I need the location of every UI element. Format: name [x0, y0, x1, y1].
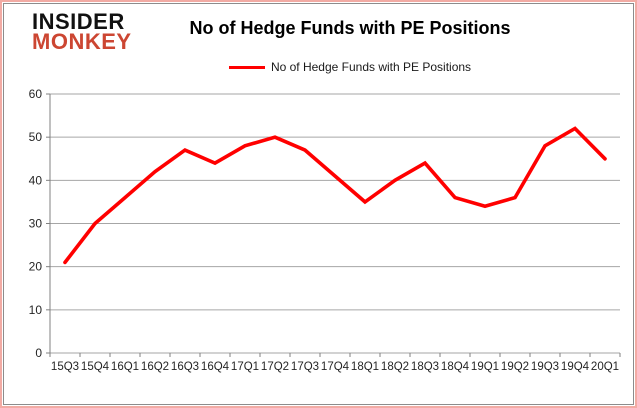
x-axis-tick-label: 15Q3 — [51, 361, 79, 373]
logo-insider-text: INSIDER — [32, 9, 125, 34]
x-axis-tick-label: 16Q3 — [171, 361, 199, 373]
x-axis-tick-label: 17Q2 — [261, 361, 289, 373]
y-axis-tick-label: 60 — [29, 87, 43, 101]
x-axis-tick-label: 18Q4 — [441, 361, 470, 373]
x-axis-tick-label: 15Q4 — [81, 361, 110, 373]
legend-label: No of Hedge Funds with PE Positions — [270, 60, 472, 74]
y-axis-tick-label: 0 — [35, 346, 42, 360]
logo-monkey-text: MONKEY — [32, 29, 132, 55]
x-axis-tick-label: 17Q4 — [321, 361, 350, 373]
x-axis-tick-label: 17Q3 — [291, 361, 319, 373]
x-axis-tick-label: 19Q3 — [531, 361, 559, 373]
legend: No of Hedge Funds with PE Positions — [59, 60, 633, 74]
x-axis-tick-label: 19Q1 — [471, 361, 499, 373]
x-axis-tick-label: 20Q1 — [591, 361, 619, 373]
y-axis-tick-label: 10 — [29, 303, 43, 317]
x-axis-tick-label: 18Q3 — [411, 361, 439, 373]
x-axis-tick-label: 19Q2 — [501, 361, 529, 373]
legend-line-swatch — [228, 65, 265, 69]
x-axis-tick-label: 19Q4 — [561, 361, 590, 373]
chart-title: No of Hedge Funds with PE Positions — [189, 18, 511, 38]
insider-monkey-logo: INSIDER MONKEY — [32, 9, 132, 55]
x-axis-tick-label: 16Q2 — [141, 361, 169, 373]
x-axis-tick-label: 18Q2 — [381, 361, 409, 373]
series-line — [63, 126, 607, 265]
x-axis-tick-label: 17Q1 — [231, 361, 259, 373]
y-axis-tick-label: 20 — [29, 260, 43, 274]
x-axis-tick-label: 16Q1 — [111, 361, 139, 373]
y-axis-tick-label: 50 — [29, 130, 43, 144]
y-axis-tick-label: 40 — [29, 173, 43, 187]
x-axis-tick-label: 16Q4 — [201, 361, 230, 373]
chart-frame: INSIDER MONKEY No of Hedge Funds with PE… — [3, 3, 634, 405]
x-axis-tick-label: 18Q1 — [351, 361, 379, 373]
y-axis-tick-label: 30 — [29, 217, 43, 231]
